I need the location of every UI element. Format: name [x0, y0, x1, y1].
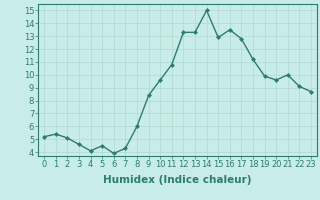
X-axis label: Humidex (Indice chaleur): Humidex (Indice chaleur) — [103, 175, 252, 185]
